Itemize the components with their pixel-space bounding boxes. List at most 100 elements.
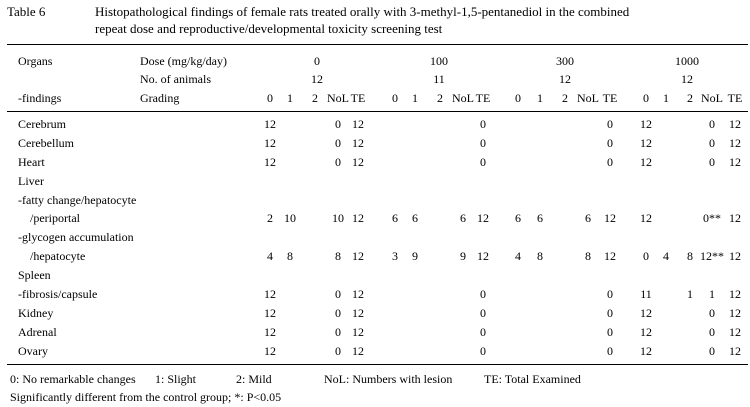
table-cell: 0 [607, 306, 613, 320]
table-cell: 12 [264, 136, 276, 150]
table-cell: 0 [480, 325, 486, 339]
table-cell: 9 [412, 249, 418, 263]
animals-value: 12 [559, 72, 571, 86]
table-cell: 4 [267, 249, 273, 263]
row-label: /hepatocyte [30, 249, 86, 263]
table-cell: 0 [607, 136, 613, 150]
table-cell: 12 [264, 155, 276, 169]
table-cell: 12 [352, 306, 364, 320]
table-cell: 0 [335, 344, 341, 358]
table-cell: 2 [267, 211, 273, 225]
table-cell: 10 [332, 211, 344, 225]
table-cell: 6 [460, 211, 466, 225]
table-cell: 0 [335, 325, 341, 339]
table-cell: 0 [480, 117, 486, 131]
table-cell: 0 [709, 136, 715, 150]
table-cell: 1 [709, 287, 715, 301]
table-cell: 12 [264, 117, 276, 131]
table-cell: 12 [352, 155, 364, 169]
table-cell: 0 [335, 155, 341, 169]
table-cell: 12 [352, 136, 364, 150]
legend-nol: NoL: Numbers with lesion [324, 372, 453, 386]
table-cell: 12 [264, 287, 276, 301]
table-cell: 4 [663, 249, 669, 263]
table-cell: 12** [700, 249, 724, 263]
grade-col-header: 0 [515, 91, 521, 105]
table-cell: 12 [729, 136, 741, 150]
table-cell: 0 [480, 287, 486, 301]
row-label: -fibrosis/capsule [18, 287, 98, 301]
table-cell: 12 [264, 306, 276, 320]
table-cell: 9 [460, 249, 466, 263]
grade-col-header: 0 [392, 91, 398, 105]
row-label: -fatty change/hepatocyte [18, 193, 137, 207]
row-label: Ovary [18, 344, 48, 358]
legend-1: 1: Slight [155, 372, 197, 386]
table-cell: 12 [640, 306, 652, 320]
grade-col-header: TE [727, 91, 743, 105]
table-cell: 0 [607, 287, 613, 301]
table-cell: 12 [729, 211, 741, 225]
legend-0: 0: No remarkable changes [10, 372, 136, 386]
table-title-line1: Histopathological findings of female rat… [95, 4, 630, 19]
table-cell: 12 [352, 344, 364, 358]
row-label: Liver [18, 174, 44, 188]
table-cell: 0 [607, 325, 613, 339]
table-cell: 6 [537, 211, 543, 225]
grade-col-header: TE [475, 91, 491, 105]
row-label: Cerebrum [18, 117, 66, 131]
grade-col-header: 1 [663, 91, 669, 105]
table-cell: 0 [709, 117, 715, 131]
table-cell: 6 [585, 211, 591, 225]
table-cell: 12 [604, 249, 616, 263]
table-cell: 3 [392, 249, 398, 263]
grade-col-header: 1 [537, 91, 543, 105]
table-cell: 12 [640, 117, 652, 131]
table-cell: 0 [643, 249, 649, 263]
table-cell: 8 [585, 249, 591, 263]
top-rule [7, 44, 748, 45]
dose-value: 0 [314, 54, 320, 68]
table-cell: 12 [352, 117, 364, 131]
findings-header: -findings [18, 91, 62, 105]
table-cell: 12 [729, 117, 741, 131]
table-cell: 12 [264, 325, 276, 339]
legend-2: 2: Mild [236, 372, 272, 386]
table-cell: 6 [412, 211, 418, 225]
grade-col-header: 2 [312, 91, 318, 105]
table-cell: 0 [709, 344, 715, 358]
row-label: Adrenal [18, 325, 57, 339]
table-cell: 12 [729, 344, 741, 358]
grade-col-header: TE [602, 91, 618, 105]
table-cell: 8 [537, 249, 543, 263]
table-title-line2: repeat dose and reproductive/development… [95, 21, 443, 36]
grade-col-header: NoL [577, 91, 599, 105]
row-label: Cerebellum [18, 136, 74, 150]
table-cell: 4 [515, 249, 521, 263]
table-cell: 11 [640, 287, 652, 301]
dose-value: 100 [430, 54, 448, 68]
animals-label: No. of animals [140, 72, 211, 86]
table-cell: 12 [729, 249, 741, 263]
grade-col-header: 2 [562, 91, 568, 105]
table-cell: 12 [352, 287, 364, 301]
bottom-rule [7, 364, 748, 365]
table-cell: 12 [640, 211, 652, 225]
table-cell: 12 [640, 325, 652, 339]
table-cell: 12 [477, 249, 489, 263]
grade-col-header: 1 [412, 91, 418, 105]
dose-label: Dose (mg/kg/day) [140, 54, 227, 68]
table-label: Table 6 [7, 4, 46, 19]
table-cell: 12 [264, 344, 276, 358]
grade-col-header: NoL [452, 91, 474, 105]
table-cell: 12 [640, 155, 652, 169]
table-cell: 0 [335, 117, 341, 131]
dose-value: 1000 [675, 54, 699, 68]
table-cell: 0 [607, 117, 613, 131]
row-label: /periportal [30, 211, 80, 225]
table-cell: 0 [607, 155, 613, 169]
table-cell: 12 [729, 155, 741, 169]
table-cell: 8 [335, 249, 341, 263]
row-label: Heart [18, 155, 45, 169]
table-cell: 0 [335, 136, 341, 150]
